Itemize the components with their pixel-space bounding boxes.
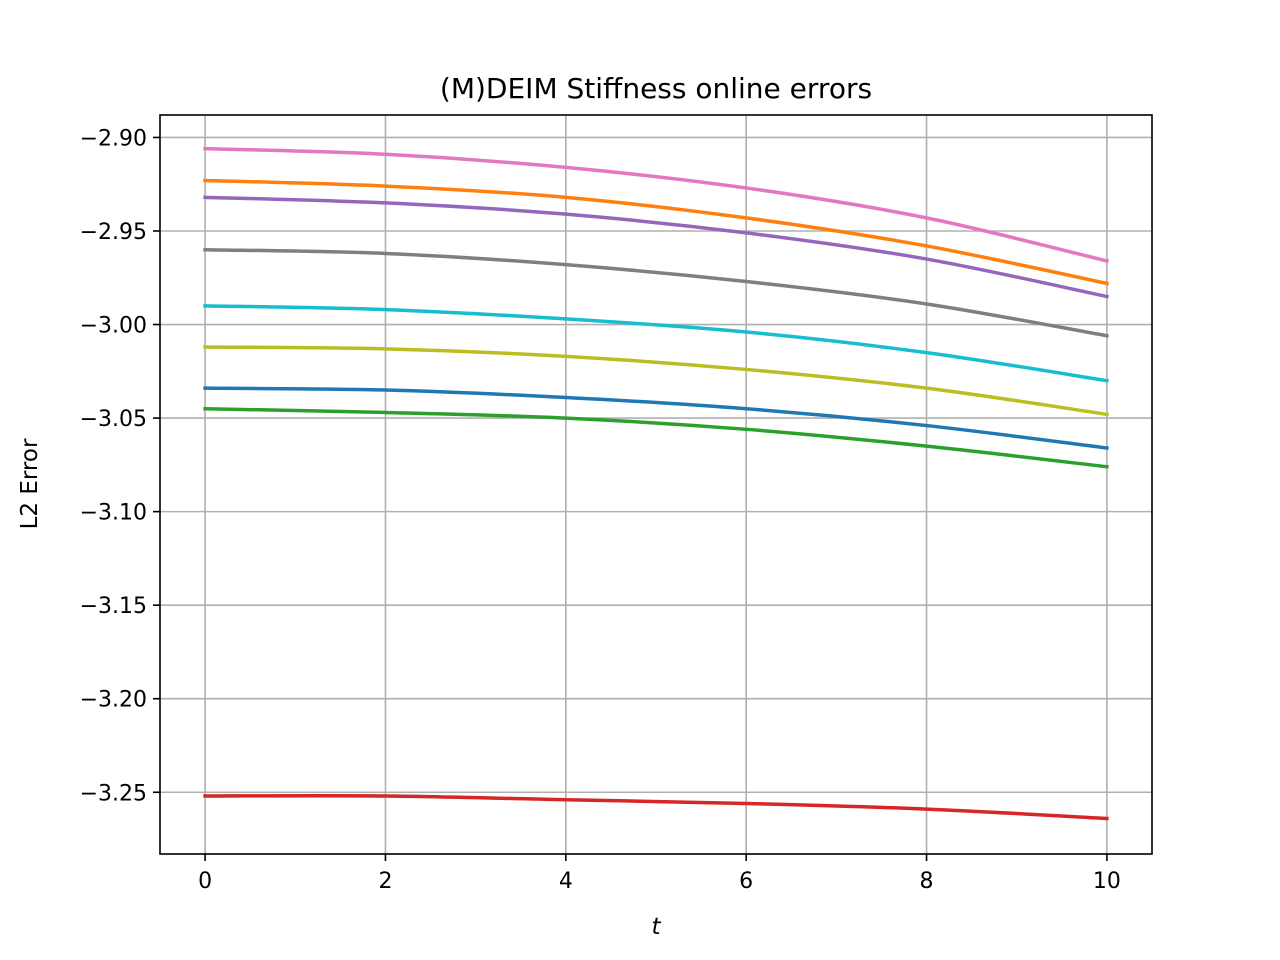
series-line-1 [203, 386, 1109, 450]
y-tick-label: −3.00 [80, 314, 147, 339]
x-axis-label: t [651, 914, 661, 940]
y-tick-label: −3.25 [80, 781, 147, 806]
plot-frame [159, 114, 1153, 855]
y-tick-label: −3.15 [80, 594, 147, 619]
x-tick-label: 6 [739, 869, 753, 894]
y-tick-label: −3.10 [80, 501, 147, 526]
ticks: 0 2 4 6 8 10 −2.90 −2.95 −3.00 −3.05 −3.10 −3.15 −3.… [80, 126, 1121, 894]
series-line-7 [203, 146, 1110, 264]
series-line-2 [203, 178, 1109, 286]
y-tick-label: −2.95 [80, 220, 147, 245]
series-line-6 [203, 247, 1109, 338]
y-tick-label: −3.05 [80, 407, 147, 432]
y-tick-label: −2.90 [80, 126, 147, 151]
x-tick-label: 0 [198, 869, 212, 894]
y-tick-label: −3.20 [80, 688, 147, 713]
series-line-8 [203, 345, 1109, 417]
y-axis-label: L2 Error [17, 438, 43, 529]
chart-title: (M)DEIM Stiffness online errors [440, 72, 872, 105]
x-tick-label: 4 [559, 869, 573, 894]
series-line-9 [203, 304, 1109, 383]
x-tick-label: 8 [920, 869, 934, 894]
series-group [203, 146, 1110, 821]
x-tick-label: 2 [378, 869, 392, 894]
series-line-5 [203, 195, 1109, 299]
series-line-4 [203, 793, 1109, 821]
grid [160, 115, 1152, 854]
series-line-3 [203, 406, 1109, 469]
x-tick-label: 10 [1093, 869, 1121, 894]
